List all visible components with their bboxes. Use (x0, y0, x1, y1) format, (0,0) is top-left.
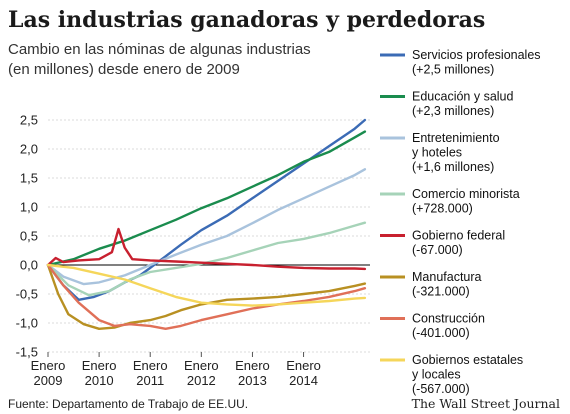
chart-subtitle-line-2: (en millones) desde enero de 2009 (8, 61, 240, 78)
x-tick-label-year: 2011 (136, 373, 164, 388)
source-note: Fuente: Departamento de Trabajo de EE.UU… (8, 397, 248, 411)
y-tick-label: 1,5 (20, 171, 38, 186)
series-lines (46, 118, 367, 330)
x-tick-label-year: 2013 (238, 373, 267, 388)
y-tick-label: 0,5 (20, 229, 38, 244)
legend-label-comercio-minorista: Comercio minorista (412, 187, 520, 201)
legend-label-gobiernos-estatales-y-locales: (-567.000) (412, 382, 470, 396)
legend-label-gobiernos-estatales-y-locales: Gobiernos estatales (412, 353, 523, 367)
series-line-construccion (46, 263, 367, 330)
legend-label-servicios-profesionales: Servicios profesionales (412, 48, 541, 62)
legend-label-entretenimiento-y-hoteles: y hoteles (412, 146, 462, 160)
publisher-credit: The Wall Street Journal (412, 396, 560, 411)
y-tick-label: -1,0 (16, 316, 38, 331)
legend-label-educacion-y-salud: (+2,3 millones) (412, 104, 494, 118)
legend-label-manufactura: (-321.000) (412, 285, 470, 299)
y-tick-label: 2,5 (20, 113, 38, 128)
legend-label-construccion: (-401.000) (412, 326, 470, 340)
y-tick-label: 2,0 (20, 142, 38, 157)
y-tick-label: 0,0 (20, 258, 38, 273)
legend-label-manufactura: Manufactura (412, 270, 482, 284)
series-line-entretenimiento-y-hoteles (46, 168, 367, 286)
x-tick-label-year: 2012 (187, 373, 216, 388)
y-tick-label: -1,5 (16, 345, 38, 360)
y-tick-label: 1,0 (20, 200, 38, 215)
series-line-gobiernos-estatales-y-locales (46, 263, 367, 307)
y-tick-label: -0,5 (16, 287, 38, 302)
legend-label-entretenimiento-y-hoteles: (+1,6 millones) (412, 160, 494, 174)
series-line-manufactura (46, 263, 367, 330)
x-tick-label-month: Enero (184, 358, 219, 373)
x-axis-ticks: Enero2009Enero2010Enero2011Enero2012Ener… (31, 352, 321, 388)
chart-subtitle-line-1: Cambio en las nóminas de algunas industr… (8, 41, 311, 58)
legend-label-entretenimiento-y-hoteles: Entretenimiento (412, 131, 500, 145)
legend-label-construccion: Construcción (412, 312, 485, 326)
legend: Servicios profesionales(+2,5 millones) Ed… (380, 48, 541, 396)
series-line-gobierno-federal (46, 227, 367, 271)
series-line-educacion-y-salud (46, 130, 367, 267)
x-tick-label-year: 2014 (289, 373, 318, 388)
x-tick-label-year: 2009 (34, 373, 63, 388)
x-tick-label-month: Enero (286, 358, 321, 373)
x-tick-label-month: Enero (31, 358, 66, 373)
legend-label-comercio-minorista: (+728.000) (412, 202, 473, 216)
x-tick-label-month: Enero (235, 358, 270, 373)
x-tick-label-month: Enero (82, 358, 117, 373)
chart-title: Las industrias ganadoras y perdedoras (8, 7, 485, 33)
legend-label-gobierno-federal: (-67.000) (412, 243, 463, 257)
legend-label-gobierno-federal: Gobierno federal (412, 229, 505, 243)
x-tick-label-year: 2010 (85, 373, 114, 388)
x-tick-label-month: Enero (133, 358, 168, 373)
legend-label-servicios-profesionales: (+2,5 millones) (412, 63, 494, 77)
y-axis-ticks: 2,5 2,0 1,5 1,0 0,5 0,0 -0,5 -1,0 -1,5 (16, 113, 38, 360)
legend-label-gobiernos-estatales-y-locales: y locales (412, 368, 461, 382)
legend-label-educacion-y-salud: Educación y salud (412, 90, 514, 104)
